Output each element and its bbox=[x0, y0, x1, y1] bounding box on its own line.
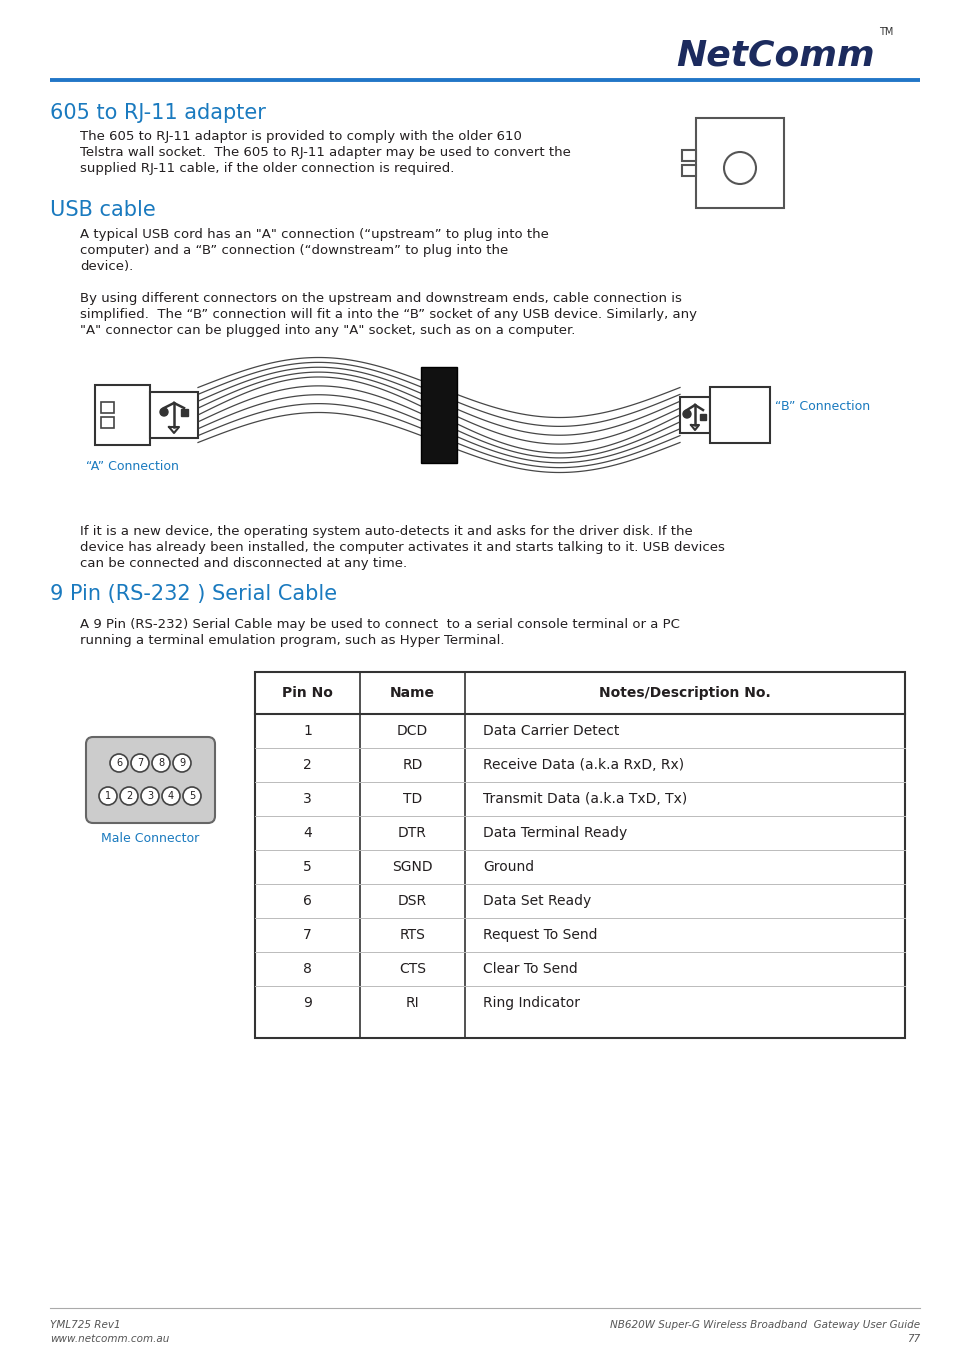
Text: 605 to RJ-11 adapter: 605 to RJ-11 adapter bbox=[50, 103, 266, 123]
Text: 1: 1 bbox=[303, 725, 312, 738]
Text: Ground: Ground bbox=[482, 860, 534, 873]
Text: www.netcomm.com.au: www.netcomm.com.au bbox=[50, 1334, 170, 1344]
Text: Ring Indicator: Ring Indicator bbox=[482, 996, 579, 1010]
Text: RTS: RTS bbox=[399, 927, 425, 942]
Bar bbox=[681, 165, 696, 176]
Text: 3: 3 bbox=[147, 791, 152, 800]
Text: 4: 4 bbox=[168, 791, 173, 800]
Text: Request To Send: Request To Send bbox=[482, 927, 597, 942]
Text: running a terminal emulation program, such as Hyper Terminal.: running a terminal emulation program, su… bbox=[80, 634, 504, 648]
Text: Data Set Ready: Data Set Ready bbox=[482, 894, 591, 909]
Text: DTR: DTR bbox=[397, 826, 427, 840]
Text: 3: 3 bbox=[303, 792, 312, 806]
Circle shape bbox=[172, 754, 191, 772]
Circle shape bbox=[152, 754, 170, 772]
Text: Notes/Description No.: Notes/Description No. bbox=[598, 685, 770, 700]
Bar bbox=[420, 366, 456, 462]
Circle shape bbox=[682, 410, 690, 418]
Text: 2: 2 bbox=[303, 758, 312, 772]
Text: 9 Pin (RS-232 ) Serial Cable: 9 Pin (RS-232 ) Serial Cable bbox=[50, 584, 336, 604]
Text: 6: 6 bbox=[116, 758, 122, 768]
Circle shape bbox=[131, 754, 149, 772]
Bar bbox=[709, 387, 769, 443]
Text: Name: Name bbox=[390, 685, 435, 700]
Text: "A" connector can be plugged into any "A" socket, such as on a computer.: "A" connector can be plugged into any "A… bbox=[80, 324, 575, 337]
Text: Receive Data (a.k.a RxD, Rx): Receive Data (a.k.a RxD, Rx) bbox=[482, 758, 683, 772]
Text: Data Carrier Detect: Data Carrier Detect bbox=[482, 725, 618, 738]
Text: DSR: DSR bbox=[397, 894, 427, 909]
Text: 7: 7 bbox=[303, 927, 312, 942]
Text: 6: 6 bbox=[303, 894, 312, 909]
Text: RD: RD bbox=[402, 758, 422, 772]
FancyBboxPatch shape bbox=[86, 737, 214, 823]
Text: By using different connectors on the upstream and downstream ends, cable connect: By using different connectors on the ups… bbox=[80, 292, 681, 306]
Text: TD: TD bbox=[402, 792, 421, 806]
Bar bbox=[681, 150, 696, 161]
Text: YML725 Rev1: YML725 Rev1 bbox=[50, 1320, 120, 1330]
Circle shape bbox=[183, 787, 201, 804]
Circle shape bbox=[162, 787, 180, 804]
Text: Clear To Send: Clear To Send bbox=[482, 963, 578, 976]
Text: NetComm: NetComm bbox=[676, 38, 874, 72]
Text: Pin No: Pin No bbox=[282, 685, 333, 700]
Text: The 605 to RJ-11 adaptor is provided to comply with the older 610: The 605 to RJ-11 adaptor is provided to … bbox=[80, 130, 521, 143]
Text: “A” Connection: “A” Connection bbox=[86, 460, 178, 473]
Text: can be connected and disconnected at any time.: can be connected and disconnected at any… bbox=[80, 557, 407, 571]
Text: “B” Connection: “B” Connection bbox=[774, 400, 869, 412]
Text: simplified.  The “B” connection will fit a into the “B” socket of any USB device: simplified. The “B” connection will fit … bbox=[80, 308, 697, 320]
Text: 4: 4 bbox=[303, 826, 312, 840]
Text: 1: 1 bbox=[105, 791, 111, 800]
Circle shape bbox=[141, 787, 159, 804]
Text: 5: 5 bbox=[303, 860, 312, 873]
Text: USB cable: USB cable bbox=[50, 200, 155, 220]
Text: SGND: SGND bbox=[392, 860, 433, 873]
Text: 8: 8 bbox=[158, 758, 164, 768]
Text: Transmit Data (a.k.a TxD, Tx): Transmit Data (a.k.a TxD, Tx) bbox=[482, 792, 686, 806]
Bar bbox=[181, 410, 188, 416]
Text: 8: 8 bbox=[303, 963, 312, 976]
Text: Data Terminal Ready: Data Terminal Ready bbox=[482, 826, 626, 840]
Text: CTS: CTS bbox=[398, 963, 426, 976]
Bar bbox=[696, 118, 783, 208]
Text: computer) and a “B” connection (“downstream” to plug into the: computer) and a “B” connection (“downstr… bbox=[80, 243, 508, 257]
Circle shape bbox=[120, 787, 138, 804]
Bar bbox=[150, 392, 198, 438]
Text: Male Connector: Male Connector bbox=[101, 831, 199, 845]
Text: 9: 9 bbox=[179, 758, 185, 768]
Circle shape bbox=[110, 754, 128, 772]
Text: device has already been installed, the computer activates it and starts talking : device has already been installed, the c… bbox=[80, 541, 724, 554]
Text: TM: TM bbox=[878, 27, 892, 37]
Text: supplied RJ-11 cable, if the older connection is required.: supplied RJ-11 cable, if the older conne… bbox=[80, 162, 454, 174]
Text: RI: RI bbox=[405, 996, 419, 1010]
Text: DCD: DCD bbox=[396, 725, 428, 738]
Text: Telstra wall socket.  The 605 to RJ-11 adapter may be used to convert the: Telstra wall socket. The 605 to RJ-11 ad… bbox=[80, 146, 570, 160]
Text: A 9 Pin (RS-232) Serial Cable may be used to connect  to a serial console termin: A 9 Pin (RS-232) Serial Cable may be use… bbox=[80, 618, 679, 631]
Circle shape bbox=[99, 787, 117, 804]
Bar bbox=[101, 402, 113, 412]
Bar bbox=[700, 414, 705, 420]
Text: 2: 2 bbox=[126, 791, 132, 800]
Text: 5: 5 bbox=[189, 791, 195, 800]
Bar bbox=[254, 672, 904, 1038]
Text: 77: 77 bbox=[905, 1334, 919, 1344]
Text: 7: 7 bbox=[136, 758, 143, 768]
Bar bbox=[95, 385, 150, 445]
Text: 9: 9 bbox=[303, 996, 312, 1010]
Bar bbox=[679, 397, 709, 433]
Text: If it is a new device, the operating system auto-detects it and asks for the dri: If it is a new device, the operating sys… bbox=[80, 525, 692, 538]
Bar bbox=[101, 416, 113, 429]
Text: NB620W Super-G Wireless Broadband  Gateway User Guide: NB620W Super-G Wireless Broadband Gatewa… bbox=[609, 1320, 919, 1330]
Circle shape bbox=[160, 408, 168, 416]
Text: A typical USB cord has an "A" connection (“upstream” to plug into the: A typical USB cord has an "A" connection… bbox=[80, 228, 548, 241]
Text: device).: device). bbox=[80, 260, 133, 273]
